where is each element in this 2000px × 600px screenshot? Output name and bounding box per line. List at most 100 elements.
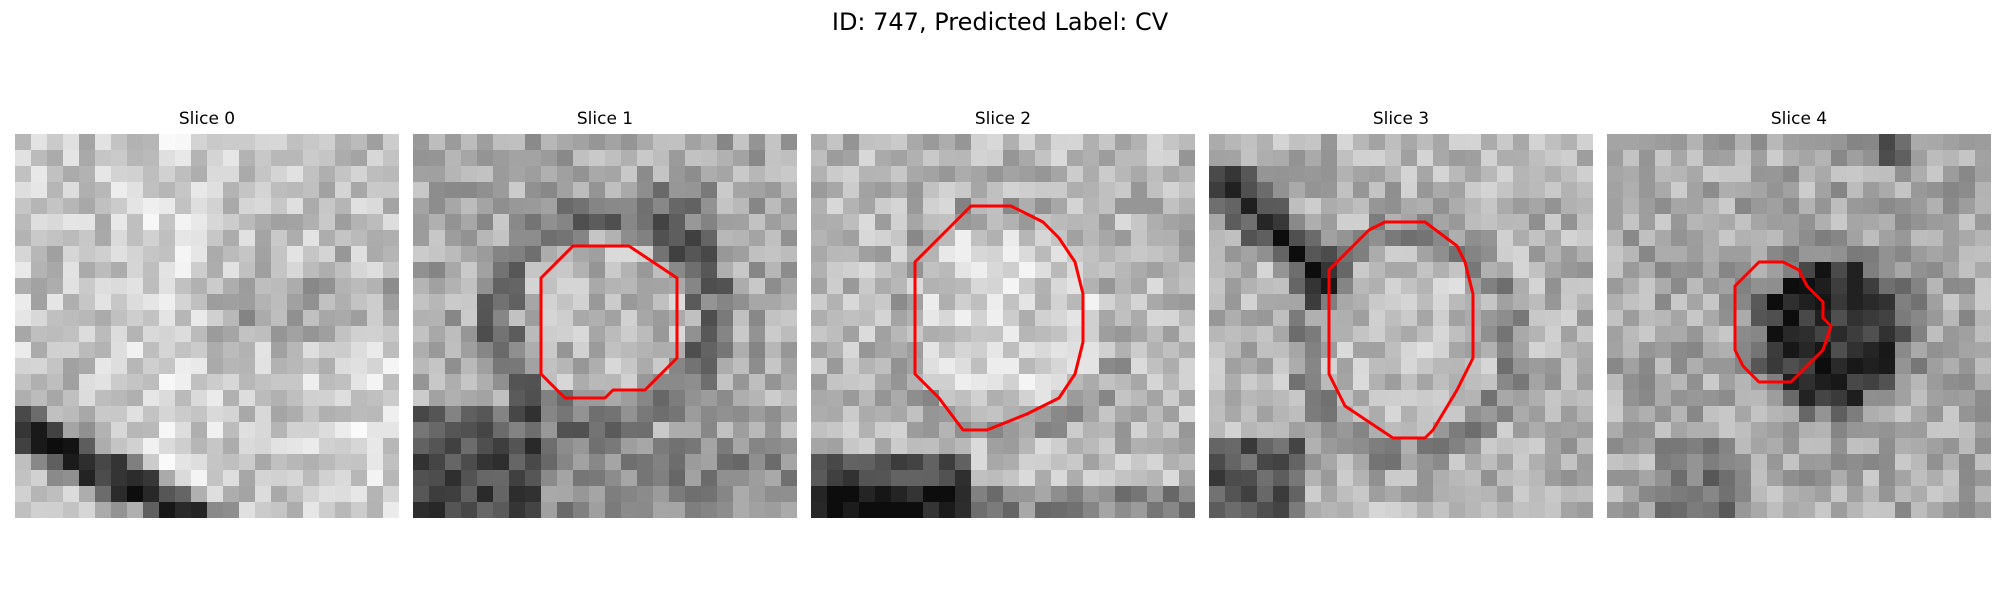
image-pixel bbox=[127, 406, 144, 423]
image-pixel bbox=[1209, 406, 1226, 423]
image-pixel bbox=[1927, 486, 1944, 503]
image-pixel bbox=[1257, 438, 1274, 455]
image-pixel bbox=[811, 422, 828, 439]
image-pixel bbox=[1687, 230, 1704, 247]
image-pixel bbox=[287, 438, 304, 455]
image-pixel bbox=[271, 230, 288, 247]
image-pixel bbox=[827, 502, 844, 518]
image-pixel bbox=[207, 342, 224, 359]
image-pixel bbox=[1225, 422, 1242, 439]
image-pixel bbox=[717, 454, 734, 471]
image-pixel bbox=[63, 166, 80, 183]
image-pixel bbox=[589, 422, 606, 439]
image-pixel bbox=[1751, 214, 1768, 231]
image-pixel bbox=[79, 262, 96, 279]
image-pixel bbox=[335, 310, 352, 327]
image-pixel bbox=[111, 294, 128, 311]
image-pixel bbox=[461, 246, 478, 263]
image-pixel bbox=[1321, 198, 1338, 215]
image-pixel bbox=[1671, 166, 1688, 183]
image-pixel bbox=[1305, 198, 1322, 215]
image-pixel bbox=[653, 390, 670, 407]
image-pixel bbox=[255, 198, 272, 215]
image-pixel bbox=[1225, 278, 1242, 295]
image-pixel bbox=[47, 262, 64, 279]
image-pixel bbox=[429, 166, 446, 183]
image-pixel bbox=[335, 502, 352, 518]
image-pixel bbox=[1115, 278, 1132, 295]
image-pixel bbox=[63, 390, 80, 407]
image-pixel bbox=[1751, 502, 1768, 518]
image-pixel bbox=[637, 326, 654, 343]
image-pixel bbox=[1099, 150, 1116, 167]
image-pixel bbox=[1051, 406, 1068, 423]
image-pixel bbox=[669, 166, 686, 183]
image-pixel bbox=[1449, 486, 1466, 503]
image-pixel bbox=[1305, 310, 1322, 327]
image-pixel bbox=[445, 246, 462, 263]
image-pixel bbox=[1035, 150, 1052, 167]
image-pixel bbox=[1799, 310, 1816, 327]
image-pixel bbox=[413, 166, 430, 183]
image-pixel bbox=[1831, 326, 1848, 343]
image-pixel bbox=[1449, 214, 1466, 231]
image-pixel bbox=[207, 262, 224, 279]
image-pixel bbox=[111, 230, 128, 247]
image-pixel bbox=[1163, 486, 1180, 503]
image-pixel bbox=[271, 198, 288, 215]
image-pixel bbox=[589, 134, 606, 151]
image-pixel bbox=[271, 182, 288, 199]
image-pixel bbox=[1417, 374, 1434, 391]
image-pixel bbox=[765, 454, 782, 471]
image-pixel bbox=[669, 374, 686, 391]
image-pixel bbox=[907, 198, 924, 215]
image-pixel bbox=[589, 198, 606, 215]
image-pixel bbox=[765, 150, 782, 167]
image-pixel bbox=[589, 310, 606, 327]
image-pixel bbox=[781, 230, 797, 247]
image-pixel bbox=[1561, 198, 1578, 215]
image-pixel bbox=[1959, 406, 1976, 423]
image-pixel bbox=[95, 358, 112, 375]
image-pixel bbox=[1815, 390, 1832, 407]
image-pixel bbox=[127, 134, 144, 151]
image-pixel bbox=[1179, 182, 1195, 199]
image-pixel bbox=[1385, 294, 1402, 311]
image-pixel bbox=[127, 182, 144, 199]
image-pixel bbox=[1545, 454, 1562, 471]
image-pixel bbox=[955, 230, 972, 247]
image-pixel bbox=[445, 262, 462, 279]
image-pixel bbox=[1257, 198, 1274, 215]
image-pixel bbox=[1083, 358, 1100, 375]
image-pixel bbox=[303, 390, 320, 407]
image-pixel bbox=[939, 502, 956, 518]
image-pixel bbox=[1369, 310, 1386, 327]
image-pixel bbox=[1815, 150, 1832, 167]
image-pixel bbox=[95, 486, 112, 503]
image-pixel bbox=[971, 374, 988, 391]
image-pixel bbox=[669, 198, 686, 215]
image-pixel bbox=[1639, 326, 1656, 343]
image-pixel bbox=[955, 150, 972, 167]
image-pixel bbox=[1703, 374, 1720, 391]
image-pixel bbox=[319, 358, 336, 375]
image-pixel bbox=[827, 278, 844, 295]
image-pixel bbox=[1241, 150, 1258, 167]
image-pixel bbox=[1163, 326, 1180, 343]
image-pixel bbox=[319, 278, 336, 295]
image-pixel bbox=[1305, 166, 1322, 183]
image-pixel bbox=[621, 150, 638, 167]
image-pixel bbox=[287, 502, 304, 518]
image-pixel bbox=[955, 470, 972, 487]
image-pixel bbox=[461, 406, 478, 423]
image-pixel bbox=[1751, 278, 1768, 295]
image-pixel bbox=[1497, 134, 1514, 151]
image-pixel bbox=[1305, 342, 1322, 359]
image-pixel bbox=[1911, 134, 1928, 151]
image-pixel bbox=[239, 454, 256, 471]
image-pixel bbox=[1369, 294, 1386, 311]
image-pixel bbox=[1353, 166, 1370, 183]
image-pixel bbox=[1019, 150, 1036, 167]
image-pixel bbox=[557, 502, 574, 518]
image-pixel bbox=[445, 326, 462, 343]
